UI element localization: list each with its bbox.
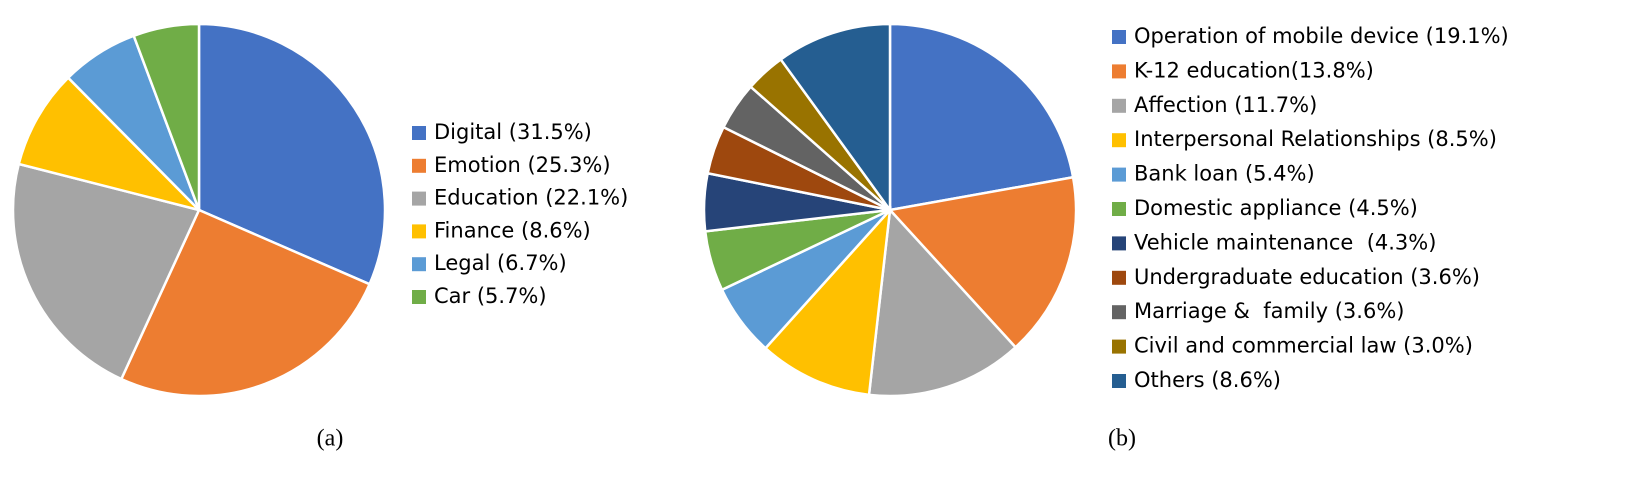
- pie-slice: [119, 208, 372, 398]
- legend-swatch: [412, 126, 426, 140]
- pie-slice: [197, 22, 387, 286]
- legend-swatch: [1112, 98, 1126, 113]
- legend-label: Finance (8.6%): [434, 218, 591, 242]
- legend-label: Emotion (25.3%): [434, 153, 611, 177]
- legend-swatch: [1112, 374, 1126, 388]
- legend-label: Bank loan (5.4%): [1134, 162, 1315, 186]
- pie-slice: [779, 22, 892, 214]
- pie-slice: [867, 207, 1018, 398]
- caption: (b): [1108, 426, 1136, 452]
- pie-slice: [11, 162, 201, 381]
- legend-swatch: [1112, 167, 1126, 182]
- legend-label: K-12 education(13.8%): [1134, 58, 1374, 82]
- legend-swatch: [412, 257, 426, 272]
- legend-label: Operation of mobile device (19.1%): [1134, 24, 1509, 48]
- legend-swatch: [1112, 30, 1126, 44]
- legend-swatch: [412, 290, 426, 304]
- pie-slice: [132, 22, 201, 211]
- legend-label: Domestic appliance (4.5%): [1134, 196, 1418, 220]
- legend-swatch: [1112, 305, 1126, 320]
- legend-swatch: [1112, 133, 1126, 148]
- legend-swatch: [1112, 270, 1126, 285]
- legend-label: Civil and commercial law (3.0%): [1134, 334, 1473, 358]
- legend-swatch: [1112, 64, 1126, 79]
- legend-swatch: [1112, 339, 1126, 354]
- legend-label: Others (8.6%): [1134, 368, 1281, 392]
- pie-slice: [888, 22, 1075, 212]
- legend-label: Legal (6.7%): [434, 251, 567, 275]
- legend-label: Affection (11.7%): [1134, 93, 1317, 117]
- legend-swatch: [412, 224, 426, 239]
- pie-slice: [887, 175, 1078, 350]
- legend-label: Undergraduate education (3.6%): [1134, 265, 1480, 289]
- legend-label: Digital (31.5%): [434, 120, 592, 144]
- legend-swatch: [1112, 236, 1126, 251]
- legend-swatch: [412, 158, 426, 173]
- pie-slice: [17, 75, 204, 213]
- legend-swatch: [1112, 202, 1126, 216]
- pie-slice: [763, 206, 892, 397]
- legend-label: Education (22.1%): [434, 186, 628, 210]
- legend-label: Vehicle maintenance (4.3%): [1134, 230, 1436, 254]
- legend-label: Interpersonal Relationships (8.5%): [1134, 127, 1497, 151]
- caption: (a): [317, 426, 344, 452]
- legend-swatch: [412, 191, 426, 206]
- legend-label: Car (5.7%): [434, 284, 547, 308]
- legend-label: Marriage & family (3.6%): [1134, 299, 1404, 323]
